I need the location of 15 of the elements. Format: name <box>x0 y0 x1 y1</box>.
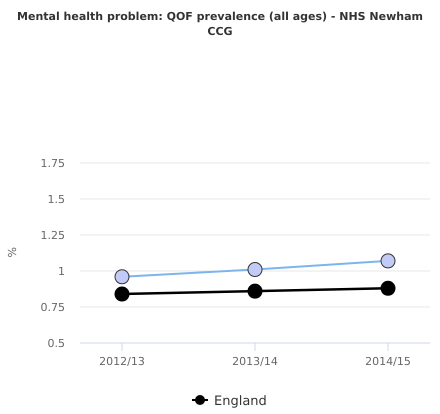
x-tick-label: 2013/14 <box>232 355 278 368</box>
y-tick-label: 1.75 <box>40 157 65 170</box>
y-axis-title: % <box>6 247 19 258</box>
point <box>380 280 396 296</box>
x-tick-label: 2014/15 <box>365 355 411 368</box>
y-tick-label: 0.75 <box>40 301 65 314</box>
chart-title: Mental health problem: QOF prevalence (all ages) - NHS Newham CCG <box>17 10 423 38</box>
y-tick-label: 0.5 <box>48 337 65 350</box>
x-tick-label: 2012/13 <box>99 355 145 368</box>
y-tick-label: 1.25 <box>40 229 65 242</box>
legend-label: England <box>214 394 267 409</box>
point <box>114 286 130 302</box>
y-tick-label: 1.5 <box>48 193 65 206</box>
y-tick-label: 1 <box>58 265 65 278</box>
point <box>248 284 262 299</box>
